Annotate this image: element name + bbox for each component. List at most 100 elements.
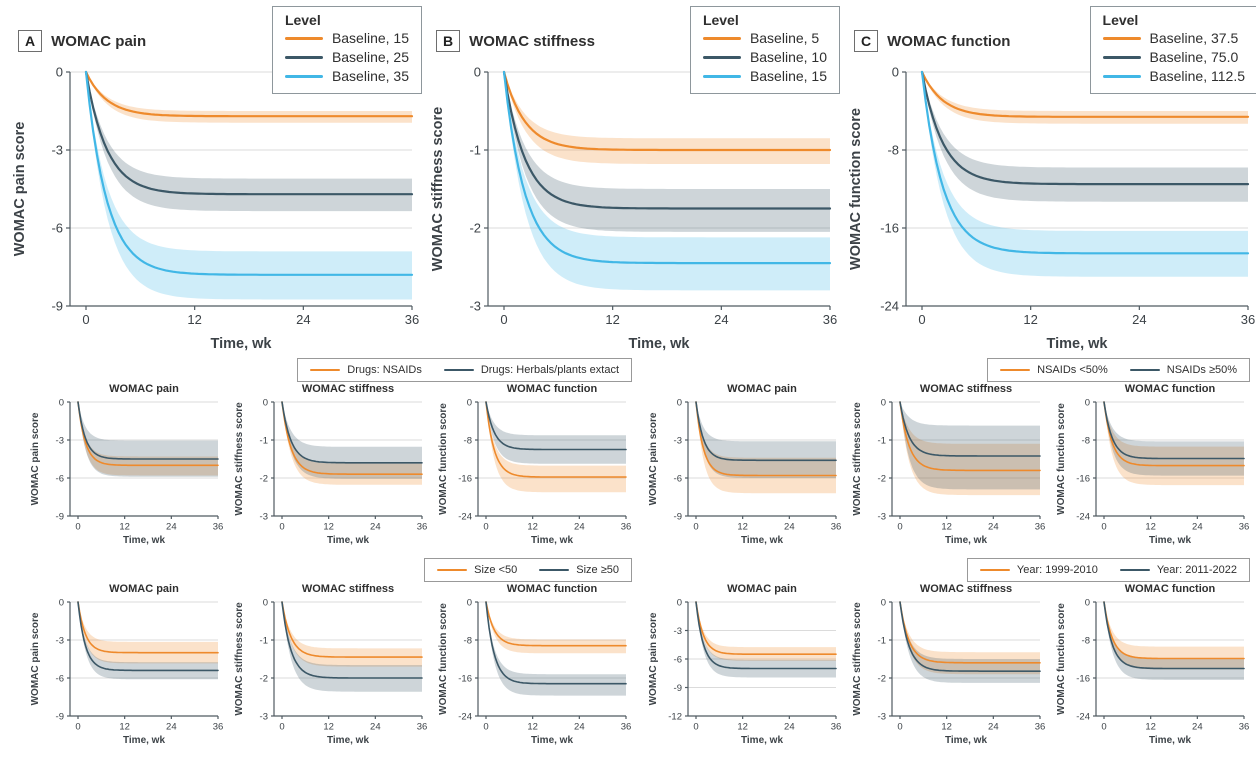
legend-label: Baseline, 37.5 (1149, 30, 1239, 46)
svg-text:WOMAC function score: WOMAC function score (1056, 603, 1067, 715)
legend-label: Baseline, 25 (331, 49, 409, 65)
svg-text:12: 12 (527, 722, 538, 733)
chart-title: WOMAC pain (727, 583, 797, 595)
line-chart: 0 -1 -2 -3 0 12 24 36 WOMAC stiffness score Time,… (852, 397, 1045, 546)
series-swatch (443, 368, 474, 372)
svg-text:-3: -3 (56, 635, 64, 646)
svg-text:Time, wk: Time, wk (1149, 735, 1191, 746)
svg-text:36: 36 (417, 722, 428, 733)
legend-item: Drugs: Herbals/plants extact (443, 361, 619, 380)
chart-title: WOMAC stiffness (919, 383, 1013, 395)
legend-label: Baseline, 35 (331, 68, 409, 84)
svg-text:0: 0 (1101, 722, 1106, 733)
subchart-function: WOMAC function 0 -8 -16 -24 0 12 24 36 WOMAC fun… (436, 383, 632, 552)
svg-text:Time, wk: Time, wk (741, 535, 783, 546)
svg-text:-8: -8 (1082, 635, 1090, 646)
svg-text:-3: -3 (260, 711, 268, 722)
panel-a-womac-pain: A WOMAC pain Level Baseline, 15 Baseline… (10, 4, 422, 356)
svg-text:0: 0 (1085, 397, 1090, 408)
line-chart: 0 -8 -16 -24 0 12 24 36 WOMAC function score Time… (1056, 597, 1249, 746)
svg-text:12: 12 (527, 522, 538, 533)
svg-text:Time, wk: Time, wk (1047, 336, 1109, 352)
svg-text:Time, wk: Time, wk (211, 336, 273, 352)
legend-label: Baseline, 15 (331, 30, 409, 46)
svg-text:Time, wk: Time, wk (741, 735, 783, 746)
svg-text:-3: -3 (878, 511, 886, 522)
legend-title: Level (702, 12, 739, 28)
svg-text:-12: -12 (668, 711, 682, 722)
legend-item: NSAIDs ≥50% (1129, 361, 1237, 380)
svg-text:36: 36 (1239, 522, 1250, 533)
panel-letter: C (854, 30, 879, 52)
line-chart: 0 -1 -2 -3 0 12 24 36 WOMAC stiffness score Time,… (430, 65, 837, 352)
svg-text:-6: -6 (674, 654, 682, 665)
svg-text:-16: -16 (458, 473, 472, 484)
svg-text:0: 0 (897, 522, 902, 533)
svg-text:-3: -3 (674, 435, 682, 446)
svg-text:WOMAC stiffness score: WOMAC stiffness score (852, 602, 863, 716)
line-chart: 0 -8 -16 -24 0 12 24 36 WOMAC function score Time… (438, 597, 631, 746)
line-chart: 0 -1 -2 -3 0 12 24 36 WOMAC stiffness score Time,… (234, 397, 427, 546)
svg-text:0: 0 (279, 522, 284, 533)
chart-title: WOMAC function (1124, 383, 1216, 395)
svg-text:12: 12 (941, 522, 952, 533)
legend: Size <50 Size ≥50 (28, 558, 632, 582)
svg-text:-2: -2 (260, 473, 268, 484)
svg-text:-16: -16 (1076, 473, 1090, 484)
svg-text:24: 24 (166, 522, 177, 533)
svg-text:24: 24 (370, 522, 381, 533)
subgroup-size: Size <50 Size ≥50 WOMAC pain 0 -3 -6 -9 0 12 2… (28, 558, 632, 752)
svg-text:WOMAC stiffness score: WOMAC stiffness score (430, 107, 446, 271)
svg-text:WOMAC pain score: WOMAC pain score (648, 612, 659, 705)
legend-item: NSAIDs <50% (1000, 361, 1108, 380)
svg-text:36: 36 (831, 722, 842, 733)
legend-label: Baseline, 15 (749, 68, 827, 84)
legend: Level Baseline, 5 Baseline, 10 Baseline,… (689, 6, 840, 94)
svg-text:-8: -8 (464, 435, 472, 446)
panel-letter: B (436, 30, 461, 52)
panel-title: WOMAC function (887, 32, 1011, 50)
subchart-stiffness: WOMAC stiffness 0 -1 -2 -3 0 12 24 36 WOMAC stif… (850, 383, 1046, 552)
svg-text:Time, wk: Time, wk (531, 735, 573, 746)
svg-text:12: 12 (119, 522, 130, 533)
subchart-function: WOMAC function 0 -8 -16 -24 0 12 24 36 WOMAC fun… (436, 583, 632, 752)
svg-text:0: 0 (918, 312, 925, 327)
svg-text:-9: -9 (674, 683, 682, 694)
legend-item: Drugs: NSAIDs (310, 361, 422, 380)
series-swatch (310, 368, 341, 372)
subchart-stiffness: WOMAC stiffness 0 -1 -2 -3 0 12 24 36 WOMAC stif… (232, 383, 428, 552)
legend-item: Baseline, 15 (702, 67, 827, 86)
svg-text:Time, wk: Time, wk (945, 735, 987, 746)
subchart-function: WOMAC function 0 -8 -16 -24 0 12 24 36 WOMAC fun… (1054, 583, 1250, 752)
legend-label: Year: 2011-2022 (1156, 563, 1237, 576)
legend: Level Baseline, 37.5 Baseline, 75.0 Base… (1089, 6, 1256, 94)
svg-text:0: 0 (677, 397, 682, 408)
svg-text:24: 24 (1132, 312, 1146, 327)
line-chart: 0 -3 -6 -9 0 12 24 36 WOMAC pain score Time, wk (30, 597, 223, 746)
svg-text:-3: -3 (674, 626, 682, 637)
svg-text:0: 0 (693, 522, 698, 533)
svg-text:12: 12 (605, 312, 619, 327)
svg-text:12: 12 (737, 522, 748, 533)
subgroup-drug-class: Drugs: NSAIDs Drugs: Herbals/plants exta… (28, 358, 632, 552)
svg-text:WOMAC stiffness score: WOMAC stiffness score (234, 402, 245, 516)
subgroup-nsaid-percent: NSAIDs <50% NSAIDs ≥50% WOMAC pain 0 -3 -6… (646, 358, 1250, 552)
panel-letter: A (18, 30, 43, 52)
legend-label: NSAIDs <50% (1037, 363, 1108, 376)
legend-item: Size ≥50 (539, 561, 619, 580)
panel-b-womac-stiffness: B WOMAC stiffness Level Baseline, 5 Base… (428, 4, 840, 356)
svg-text:0: 0 (693, 722, 698, 733)
svg-text:-8: -8 (464, 635, 472, 646)
subgroup-row-2: Size <50 Size ≥50 WOMAC pain 0 -3 -6 -9 0 12 2… (28, 558, 1256, 752)
legend-title: Level (1102, 12, 1139, 28)
line-chart: 0 -3 -6 -9 0 12 24 36 WOMAC pain score Time, wk (30, 397, 223, 546)
svg-text:-6: -6 (56, 473, 64, 484)
line-chart: 0 -1 -2 -3 0 12 24 36 WOMAC stiffness score Time,… (852, 597, 1046, 746)
svg-text:-3: -3 (260, 511, 268, 522)
svg-text:36: 36 (1035, 722, 1046, 733)
svg-text:-1: -1 (878, 635, 886, 646)
chart-title: WOMAC function (1124, 583, 1216, 595)
svg-text:-2: -2 (878, 673, 886, 684)
legend-label: NSAIDs ≥50% (1166, 363, 1237, 376)
svg-text:24: 24 (784, 522, 795, 533)
